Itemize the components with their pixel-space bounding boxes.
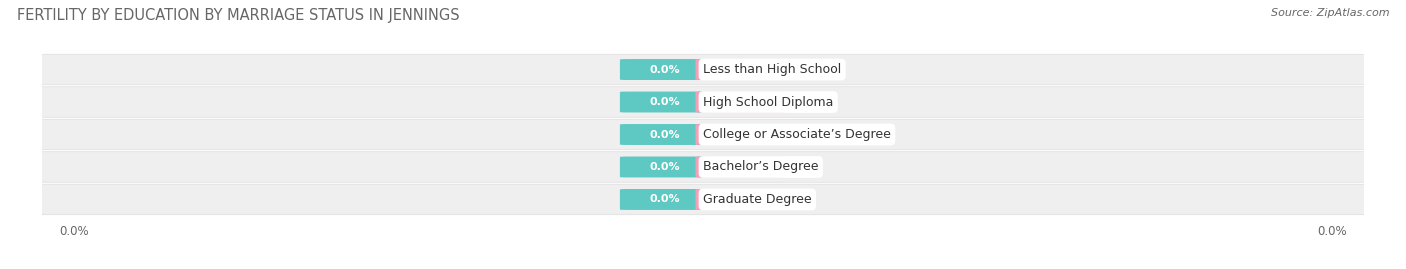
Text: 0.0%: 0.0% xyxy=(650,194,681,204)
FancyBboxPatch shape xyxy=(30,184,1376,215)
FancyBboxPatch shape xyxy=(620,91,710,112)
Text: High School Diploma: High School Diploma xyxy=(703,95,834,108)
Text: Source: ZipAtlas.com: Source: ZipAtlas.com xyxy=(1271,8,1389,18)
FancyBboxPatch shape xyxy=(30,54,1376,85)
FancyBboxPatch shape xyxy=(620,157,710,178)
FancyBboxPatch shape xyxy=(696,124,786,145)
Text: 0.0%: 0.0% xyxy=(650,65,681,75)
Text: 0.0%: 0.0% xyxy=(650,97,681,107)
Text: 0.0%: 0.0% xyxy=(725,162,756,172)
Text: 0.0%: 0.0% xyxy=(725,129,756,140)
Text: Less than High School: Less than High School xyxy=(703,63,841,76)
Text: 0.0%: 0.0% xyxy=(650,129,681,140)
Text: 0.0%: 0.0% xyxy=(650,162,681,172)
Text: FERTILITY BY EDUCATION BY MARRIAGE STATUS IN JENNINGS: FERTILITY BY EDUCATION BY MARRIAGE STATU… xyxy=(17,8,460,23)
Text: College or Associate’s Degree: College or Associate’s Degree xyxy=(703,128,891,141)
FancyBboxPatch shape xyxy=(30,152,1376,182)
Text: Graduate Degree: Graduate Degree xyxy=(703,193,811,206)
Text: 0.0%: 0.0% xyxy=(725,194,756,204)
Text: 0.0%: 0.0% xyxy=(725,97,756,107)
FancyBboxPatch shape xyxy=(696,157,786,178)
FancyBboxPatch shape xyxy=(696,91,786,112)
FancyBboxPatch shape xyxy=(620,189,710,210)
FancyBboxPatch shape xyxy=(620,59,710,80)
Text: 0.0%: 0.0% xyxy=(725,65,756,75)
FancyBboxPatch shape xyxy=(696,189,786,210)
FancyBboxPatch shape xyxy=(30,119,1376,150)
FancyBboxPatch shape xyxy=(696,59,786,80)
Text: Bachelor’s Degree: Bachelor’s Degree xyxy=(703,161,818,174)
FancyBboxPatch shape xyxy=(30,87,1376,117)
FancyBboxPatch shape xyxy=(620,124,710,145)
